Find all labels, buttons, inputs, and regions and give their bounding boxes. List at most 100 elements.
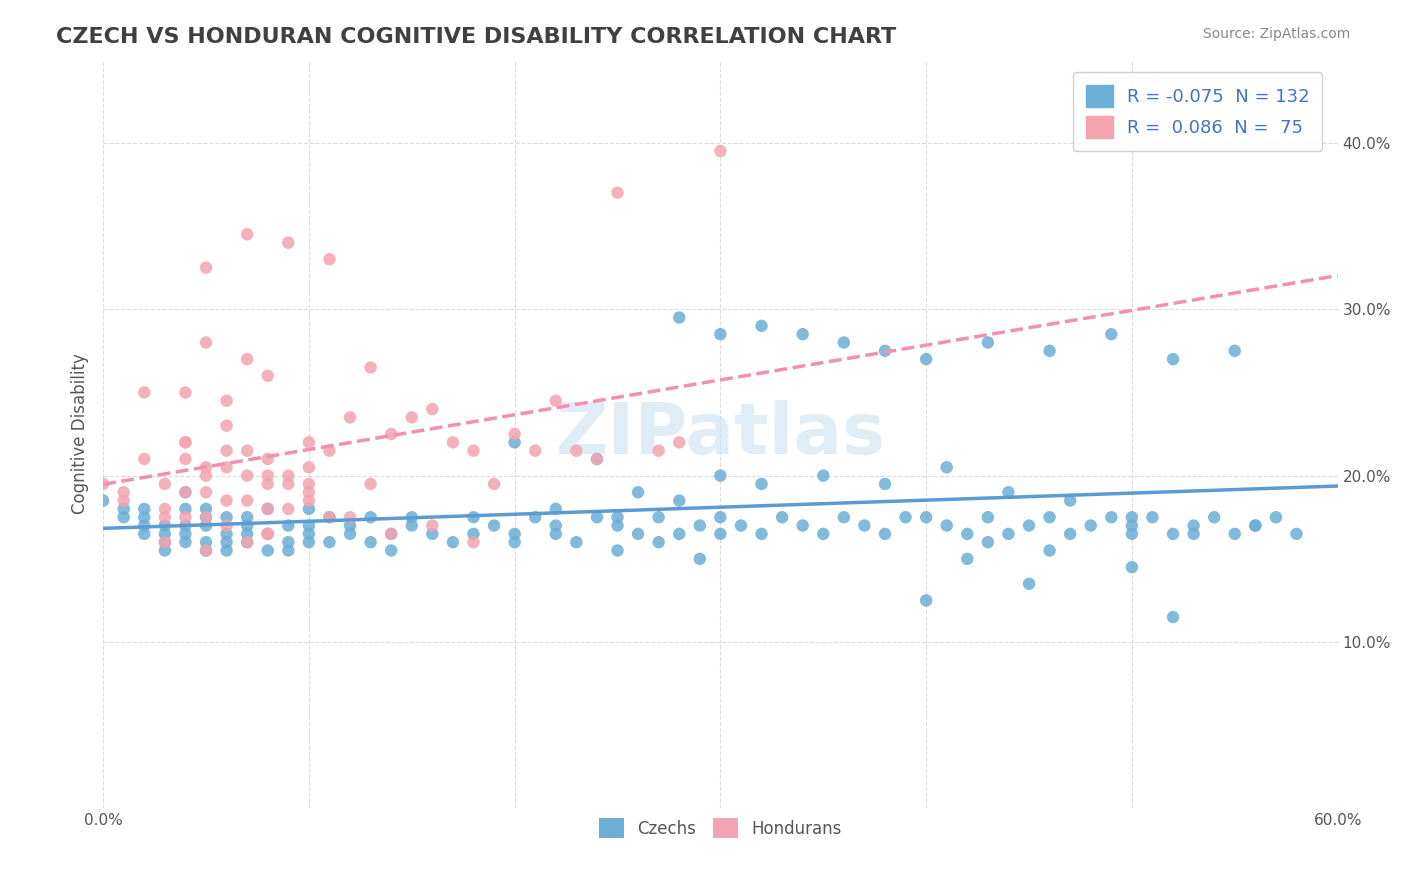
Point <box>174 502 197 516</box>
Point <box>1059 527 1081 541</box>
Point <box>215 393 238 408</box>
Point <box>236 535 259 549</box>
Point <box>174 485 197 500</box>
Point <box>420 527 443 541</box>
Point <box>420 518 443 533</box>
Point <box>1204 510 1226 524</box>
Point <box>215 510 238 524</box>
Point <box>298 477 321 491</box>
Point <box>215 443 238 458</box>
Point <box>195 510 218 524</box>
Point <box>195 468 218 483</box>
Point <box>503 535 526 549</box>
Point <box>565 443 588 458</box>
Point <box>647 510 669 524</box>
Point <box>277 518 299 533</box>
Point <box>298 493 321 508</box>
Point <box>606 186 628 200</box>
Point <box>1121 527 1143 541</box>
Point <box>832 510 855 524</box>
Point <box>524 443 547 458</box>
Point <box>668 310 690 325</box>
Point <box>709 144 731 158</box>
Point <box>174 452 197 467</box>
Point <box>627 527 650 541</box>
Point <box>730 518 752 533</box>
Point <box>709 510 731 524</box>
Point <box>277 235 299 250</box>
Point <box>153 543 176 558</box>
Point <box>1018 518 1040 533</box>
Point <box>873 477 896 491</box>
Point <box>380 427 402 442</box>
Point <box>215 527 238 541</box>
Point <box>174 510 197 524</box>
Point <box>380 527 402 541</box>
Y-axis label: Cognitive Disability: Cognitive Disability <box>72 353 89 515</box>
Point <box>380 543 402 558</box>
Point <box>1039 510 1062 524</box>
Point <box>277 543 299 558</box>
Point <box>832 335 855 350</box>
Text: CZECH VS HONDURAN COGNITIVE DISABILITY CORRELATION CHART: CZECH VS HONDURAN COGNITIVE DISABILITY C… <box>56 27 897 46</box>
Point <box>894 510 917 524</box>
Point <box>298 485 321 500</box>
Point <box>1121 518 1143 533</box>
Point <box>544 518 567 533</box>
Point <box>689 551 711 566</box>
Point <box>1161 352 1184 367</box>
Point <box>1285 527 1308 541</box>
Point <box>318 510 340 524</box>
Legend: Czechs, Hondurans: Czechs, Hondurans <box>592 812 848 845</box>
Point <box>153 535 176 549</box>
Point <box>195 543 218 558</box>
Point <box>298 527 321 541</box>
Point <box>1099 510 1122 524</box>
Point <box>956 551 979 566</box>
Point <box>256 527 278 541</box>
Point <box>606 543 628 558</box>
Point <box>1264 510 1286 524</box>
Point <box>1161 610 1184 624</box>
Point <box>441 535 464 549</box>
Point <box>1223 343 1246 358</box>
Point <box>709 527 731 541</box>
Point <box>174 518 197 533</box>
Point <box>112 510 135 524</box>
Point <box>256 477 278 491</box>
Point <box>134 385 156 400</box>
Point <box>853 518 876 533</box>
Point <box>277 502 299 516</box>
Point <box>339 518 361 533</box>
Point <box>463 535 485 549</box>
Point <box>565 535 588 549</box>
Point <box>813 468 835 483</box>
Point <box>318 535 340 549</box>
Point <box>1099 327 1122 342</box>
Point <box>792 518 814 533</box>
Point <box>977 535 1000 549</box>
Point <box>134 502 156 516</box>
Point <box>339 527 361 541</box>
Point <box>544 502 567 516</box>
Point <box>956 527 979 541</box>
Point <box>441 435 464 450</box>
Point <box>339 410 361 425</box>
Point <box>256 527 278 541</box>
Text: ZIPatlas: ZIPatlas <box>555 400 886 468</box>
Point <box>195 335 218 350</box>
Point <box>606 510 628 524</box>
Point <box>1244 518 1267 533</box>
Point <box>236 352 259 367</box>
Point <box>1223 527 1246 541</box>
Point <box>1244 518 1267 533</box>
Point <box>256 502 278 516</box>
Point <box>647 535 669 549</box>
Point <box>153 477 176 491</box>
Point <box>1018 576 1040 591</box>
Point <box>153 510 176 524</box>
Point <box>195 502 218 516</box>
Point <box>463 443 485 458</box>
Point <box>174 485 197 500</box>
Point <box>277 535 299 549</box>
